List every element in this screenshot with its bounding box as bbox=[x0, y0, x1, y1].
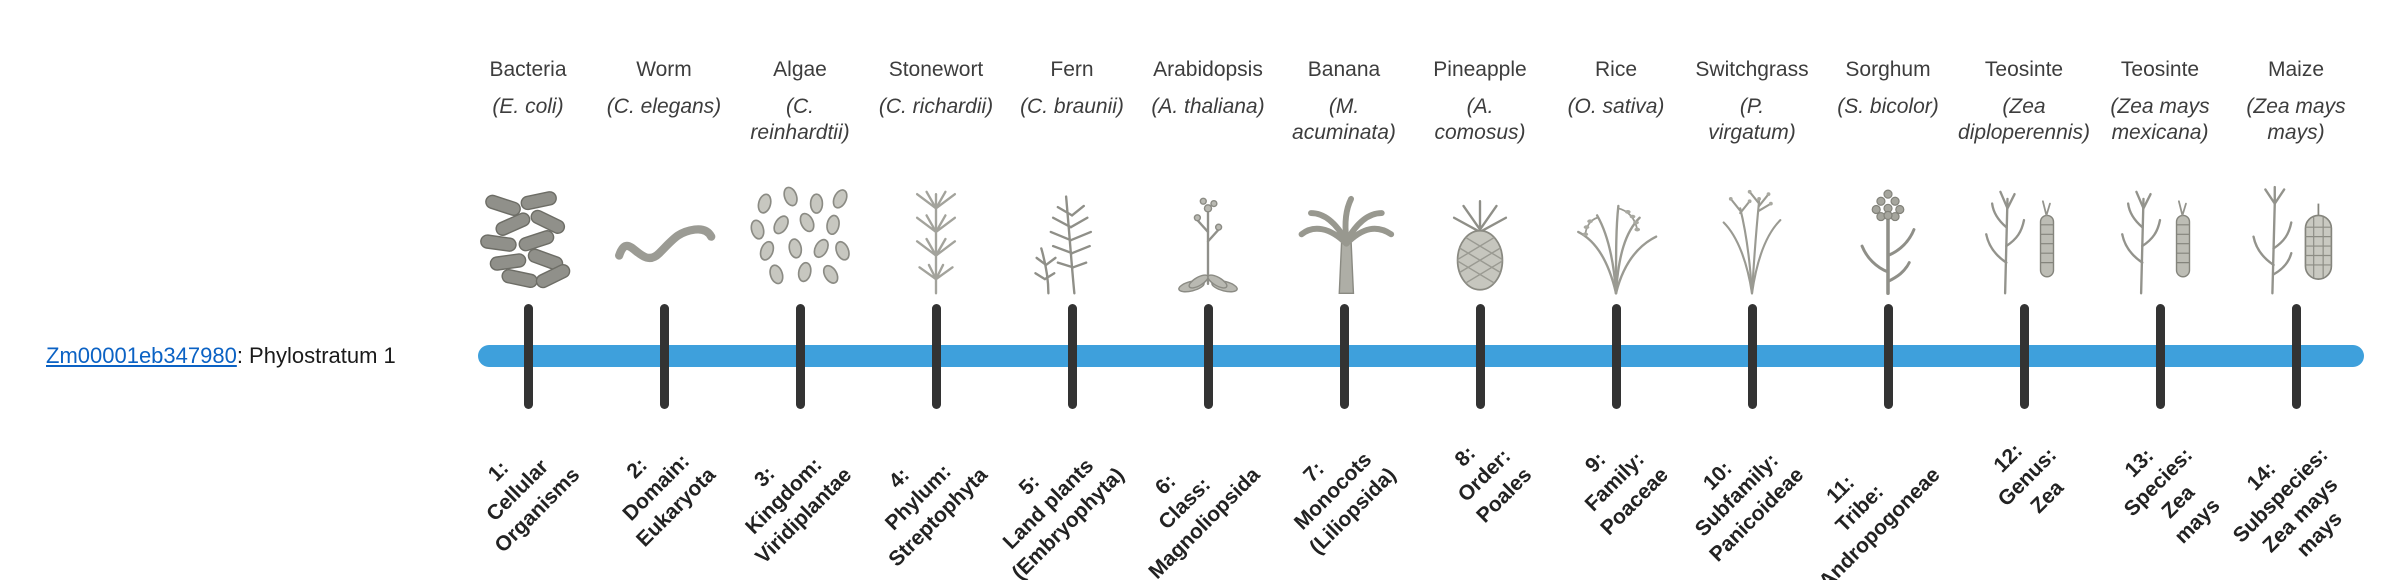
phylostratum-label: 2: Domain: Eukaryota bbox=[619, 449, 721, 552]
phylostratum-label: 8: Order: Poales bbox=[1450, 441, 1537, 528]
organism-scientific-name: (M. acuminata) bbox=[1292, 95, 1396, 144]
organism-column: Fern (C. braunii) 5: Land plants (Embryo… bbox=[997, 0, 1147, 580]
timeline-bar bbox=[478, 345, 2364, 367]
organism-scientific-name: (C. elegans) bbox=[606, 95, 722, 118]
timeline-tick bbox=[2155, 304, 2165, 409]
gene-phylostratum-text: : Phylostratum 1 bbox=[236, 343, 396, 368]
organism-common-name: Sorghum bbox=[1845, 58, 1931, 81]
organism-common-name: Banana bbox=[1307, 58, 1381, 81]
organism-column: Banana (M. acuminata) 7: Monocots (Lilio… bbox=[1269, 0, 1419, 580]
rice-icon bbox=[1576, 204, 1658, 295]
timeline-tick bbox=[659, 304, 669, 409]
timeline-tick bbox=[2019, 304, 2029, 409]
timeline-tick bbox=[931, 304, 941, 409]
organism-common-name: Bacteria bbox=[489, 58, 567, 81]
timeline-tick bbox=[795, 304, 805, 409]
organism-common-name: Fern bbox=[1050, 58, 1094, 81]
timeline-tick bbox=[1203, 304, 1213, 409]
switchgrass-icon bbox=[1722, 188, 1782, 295]
organism-column: Pineapple (A. comosus) 8: Order: Poales bbox=[1405, 0, 1555, 580]
organism-scientific-name: (Zea mays mexicana) bbox=[2110, 95, 2210, 144]
organism-column: Rice (O. sativa) 9: Family: Poaceae bbox=[1541, 0, 1691, 580]
phylostratum-label: 13: Species: Zea mays bbox=[2119, 443, 2225, 549]
organism-common-name: Pineapple bbox=[1433, 58, 1527, 81]
organism-common-name: Stonewort bbox=[888, 58, 984, 81]
organism-common-name: Worm bbox=[636, 58, 692, 81]
pineapple-icon bbox=[1421, 176, 1539, 302]
timeline-tick bbox=[1475, 304, 1485, 409]
organism-common-name: Switchgrass bbox=[1695, 58, 1809, 81]
organism-scientific-name: (Zea mays mays) bbox=[2246, 95, 2346, 144]
organism-common-name: Teosinte bbox=[2120, 58, 2200, 81]
timeline-tick bbox=[1611, 304, 1621, 409]
sorghum-icon bbox=[1860, 188, 1916, 296]
organism-column: Switchgrass (P. virgatum) 10: Subfamily:… bbox=[1677, 0, 1827, 580]
teosinte-icon bbox=[1984, 190, 2055, 295]
organism-column: Bacteria (E. coli) 1: Cellular Organisms bbox=[453, 0, 603, 580]
timeline-tick bbox=[1747, 304, 1757, 409]
organism-common-name: Teosinte bbox=[1984, 58, 2064, 81]
gene-label: Zm00001eb347980: Phylostratum 1 bbox=[46, 344, 396, 368]
organism-column: Algae (C. reinhardtii) 3: Kingdom: Virid… bbox=[725, 0, 875, 580]
phylostratum-label: 12: Genus: Zea bbox=[1989, 439, 2068, 518]
timeline-tick bbox=[523, 304, 533, 409]
organism-column: Arabidopsis (A. thaliana) 6: Class: Magn… bbox=[1133, 0, 1283, 580]
phylostratum-label: 9: Family: Poaceae bbox=[1580, 447, 1673, 540]
organism-common-name: Algae bbox=[773, 58, 827, 81]
organism-scientific-name: (C. reinhardtii) bbox=[750, 95, 850, 144]
maize-icon bbox=[2252, 185, 2333, 295]
organism-column: Teosinte (Zea mays mexicana) 13: Species… bbox=[2085, 0, 2235, 580]
organism-scientific-name: (E. coli) bbox=[492, 95, 564, 118]
organism-common-name: Rice bbox=[1594, 58, 1637, 81]
organism-column: Teosinte (Zea diploperennis) 12: Genus: … bbox=[1949, 0, 2099, 580]
fern-icon bbox=[1034, 195, 1093, 295]
gene-id-link[interactable]: Zm00001eb347980 bbox=[46, 343, 237, 368]
timeline-tick bbox=[1883, 304, 1893, 409]
phylostratum-label: 1: Cellular Organisms bbox=[482, 455, 585, 557]
timeline-tick bbox=[2291, 304, 2301, 409]
phylostratum-label: 4: Phylum: Streptophyta bbox=[881, 460, 993, 571]
arabidopsis-icon bbox=[1176, 197, 1240, 296]
phylostratum-label: 7: Monocots (Liliopsida) bbox=[1290, 448, 1401, 559]
organism-scientific-name: (A. thaliana) bbox=[1151, 95, 1265, 118]
organism-scientific-name: (S. bicolor) bbox=[1837, 95, 1939, 118]
organism-scientific-name: (C. richardii) bbox=[878, 95, 994, 118]
stonewort-icon bbox=[915, 190, 957, 295]
timeline-tick bbox=[1067, 304, 1077, 409]
teosinte-icon bbox=[2120, 190, 2191, 295]
organism-column: Sorghum (S. bicolor) 11: Tribe: Andropog… bbox=[1813, 0, 1963, 580]
organism-common-name: Maize bbox=[2267, 58, 2325, 81]
phylostratum-label: 14: Subspecies: Zea mays mays bbox=[2229, 443, 2347, 562]
organism-scientific-name: (O. sativa) bbox=[1567, 95, 1665, 118]
algae-icon bbox=[748, 184, 853, 287]
organism-scientific-name: (A. comosus) bbox=[1434, 95, 1526, 144]
worm-icon bbox=[605, 176, 723, 302]
bacteria-icon bbox=[479, 189, 573, 291]
organism-scientific-name: (Zea diploperennis) bbox=[1958, 95, 2090, 144]
organism-column: Stonewort (C. richardii) 4: Phylum: Stre… bbox=[861, 0, 1011, 580]
organism-column: Worm (C. elegans) 2: Domain: Eukaryota bbox=[589, 0, 739, 580]
organism-common-name: Arabidopsis bbox=[1153, 58, 1263, 81]
organism-scientific-name: (C. braunii) bbox=[1020, 95, 1124, 118]
banana-icon bbox=[1285, 176, 1403, 302]
phylostratum-label: 3: Kingdom: Viridiplantae bbox=[741, 453, 857, 569]
organism-scientific-name: (P. virgatum) bbox=[1708, 95, 1796, 144]
timeline-tick bbox=[1339, 304, 1349, 409]
organism-column: Maize (Zea mays mays) 14: Subspecies: Ze… bbox=[2221, 0, 2371, 580]
